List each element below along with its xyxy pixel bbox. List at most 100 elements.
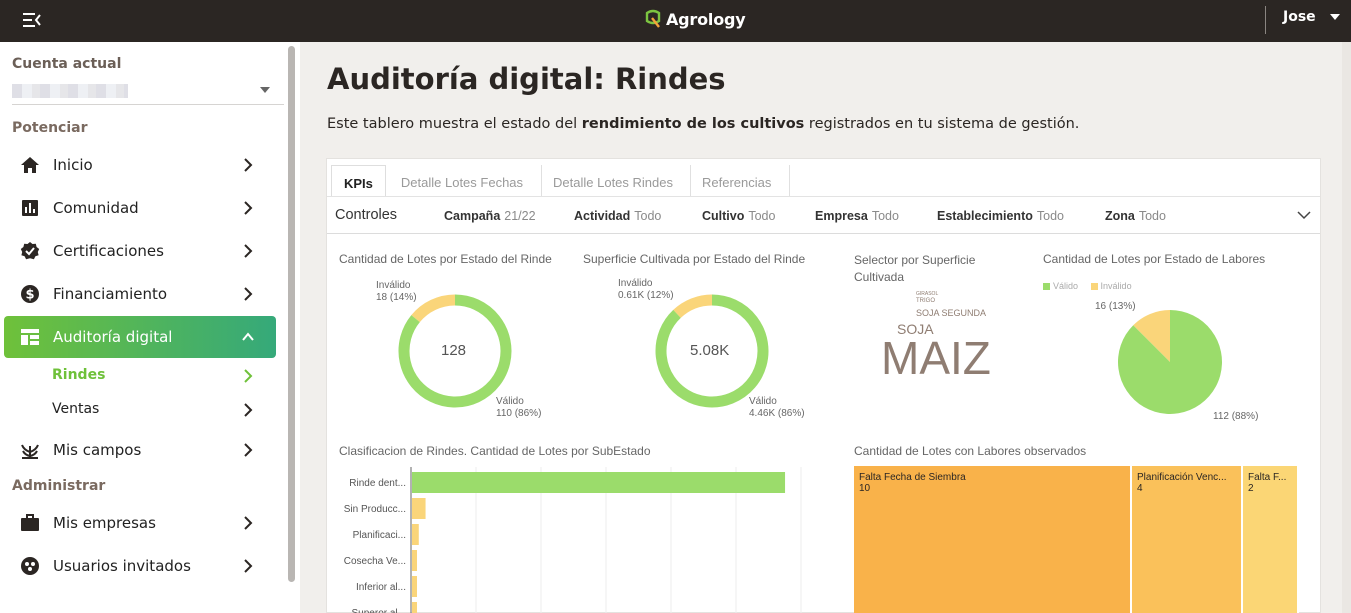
sidebar-item-certificaciones[interactable]: Certificaciones xyxy=(4,230,276,272)
label-name: Válido xyxy=(496,396,524,407)
sidebar-subitem-rindes[interactable]: Rindes xyxy=(4,360,276,392)
subtitle-text: registrados en tu sistema de gestión. xyxy=(804,116,1080,132)
slice-valid[interactable] xyxy=(1118,310,1222,414)
bar-chart-clasificacion-rindes[interactable]: Rinde dent... Sin Producc... Planificaci..… xyxy=(327,459,827,613)
donut-segments xyxy=(655,294,769,408)
page-title: Auditoría digital: Rindes xyxy=(327,62,726,96)
sidebar-item-usuarios-invitados[interactable]: Usuarios invitados xyxy=(4,545,276,587)
cell-category: Falta F... xyxy=(1248,472,1287,483)
account-dropdown-icon[interactable] xyxy=(260,87,270,93)
sidebar-item-label: Certificaciones xyxy=(53,242,164,260)
sidebar-item-auditoria-digital[interactable]: Auditoría digital xyxy=(4,316,276,358)
donut-chart-lotes-rinde[interactable] xyxy=(393,289,517,413)
app-logo[interactable]: Agrology xyxy=(644,7,746,31)
bar-category-label: Sin Producc... xyxy=(344,504,406,515)
slice-invalid[interactable] xyxy=(1133,310,1170,362)
filter-empresa[interactable]: Empresa Todo xyxy=(815,209,899,223)
bar[interactable] xyxy=(412,576,417,597)
cell-category: Planificación Venc... xyxy=(1137,472,1227,483)
cell-category: Falta Fecha de Siembra xyxy=(859,472,966,483)
bar[interactable] xyxy=(412,550,417,571)
briefcase-icon xyxy=(21,514,39,531)
sidebar-item-label: Mis empresas xyxy=(53,514,156,532)
filter-zona[interactable]: Zona Todo xyxy=(1105,209,1166,223)
account-label: Cuenta actual xyxy=(12,56,122,72)
cell-value: 10 xyxy=(859,483,871,494)
sidebar-item-comunidad[interactable]: Comunidad xyxy=(4,187,276,229)
tab-detalle-lotes-fechas[interactable]: Detalle Lotes Fechas xyxy=(386,165,543,197)
sidebar-subitem-ventas[interactable]: Ventas xyxy=(4,394,276,426)
bar-category-label: Inferior al... xyxy=(356,582,406,593)
filter-value: 21/22 xyxy=(504,209,536,223)
treemap-labores-observados[interactable]: Falta Fecha de Siembra 10 Planificación Ve… xyxy=(854,466,1299,613)
label-value: 0.61K (12%) xyxy=(618,290,674,301)
bar[interactable] xyxy=(412,498,426,519)
treemap-cell-label: Falta F... 2 xyxy=(1248,472,1286,494)
wordcloud-word-maiz[interactable]: MAIZ xyxy=(881,332,991,384)
tab-referencias[interactable]: Referencias xyxy=(691,165,791,197)
cell-value: 2 xyxy=(1248,483,1254,494)
donut-chart-superficie-rinde[interactable] xyxy=(650,289,774,413)
sidebar-scrollbar[interactable] xyxy=(288,46,295,582)
tab-detalle-lotes-rindes[interactable]: Detalle Lotes Rindes xyxy=(542,165,691,197)
wordcloud-word-soja[interactable]: SOJA xyxy=(897,321,934,337)
sidebar-item-inicio[interactable]: Inicio xyxy=(4,144,276,186)
topbar-divider xyxy=(1265,6,1266,34)
group-icon xyxy=(21,557,39,575)
divider xyxy=(12,104,284,105)
pie-chart-lotes-labores[interactable] xyxy=(1117,309,1227,419)
slice-valid[interactable] xyxy=(398,294,512,408)
chart-title: Clasificacion de Rindes. Cantidad de Lot… xyxy=(339,444,651,458)
treemap-cell[interactable]: Falta F... 2 xyxy=(1243,466,1299,613)
donut-label-valid: Válido 110 (86%) xyxy=(496,396,541,420)
slice-invalid[interactable] xyxy=(411,294,456,323)
label-value: 18 (14%) xyxy=(376,292,417,303)
filter-establecimiento[interactable]: Establecimiento Todo xyxy=(937,209,1064,223)
slice-valid[interactable] xyxy=(655,294,769,408)
account-selector-value[interactable] xyxy=(12,84,128,98)
chevron-right-icon xyxy=(244,201,253,215)
bar[interactable] xyxy=(412,524,419,545)
filter-name: Campaña xyxy=(444,209,501,223)
user-name: Jose xyxy=(1283,9,1316,25)
filter-actividad[interactable]: Actividad Todo xyxy=(574,209,661,223)
donut-label-valid: Válido 4.46K (86%) xyxy=(749,396,805,420)
caret-down-icon xyxy=(1329,14,1340,20)
sidebar-item-label: Usuarios invitados xyxy=(53,557,191,575)
treemap-cell[interactable]: Falta Fecha de Siembra 10 xyxy=(854,466,1132,613)
label-value: 110 (86%) xyxy=(496,408,542,419)
chart-title: Selector por Superficie Cultivada xyxy=(854,252,975,286)
treemap-cell-label: Falta Fecha de Siembra 10 xyxy=(859,472,966,494)
bar[interactable] xyxy=(412,602,417,613)
chevron-right-icon xyxy=(244,403,253,417)
sidebar-item-financiamiento[interactable]: $ Financiamiento xyxy=(4,273,276,315)
user-menu[interactable]: Jose xyxy=(1283,9,1340,25)
wordcloud-word-soja-segunda[interactable]: SOJA SEGUNDA xyxy=(916,308,987,318)
wordcloud-word-girasol[interactable]: GIRASOL xyxy=(916,291,939,297)
sidebar-item-mis-campos[interactable]: Mis campos xyxy=(4,429,276,471)
wordcloud-word-trigo[interactable]: TRIGO xyxy=(916,298,935,304)
filter-value: Todo xyxy=(748,209,776,223)
filter-campana[interactable]: Campaña 21/22 xyxy=(444,209,536,223)
sidebar-item-mis-empresas[interactable]: Mis empresas xyxy=(4,502,276,544)
menu-collapse-icon[interactable] xyxy=(22,10,42,30)
bar-category-label: Superor al... xyxy=(352,608,406,613)
filter-cultivo[interactable]: Cultivo Todo xyxy=(702,209,775,223)
sidebar-item-label: Financiamiento xyxy=(53,285,168,303)
chevron-right-icon xyxy=(244,443,253,457)
label-name: Inválido xyxy=(618,278,653,289)
treemap-cell[interactable]: Planificación Venc... 4 xyxy=(1132,466,1243,613)
label-value: 4.46K (86%) xyxy=(749,408,805,419)
slice-invalid[interactable] xyxy=(673,294,713,319)
tab-kpis[interactable]: KPIs xyxy=(331,165,386,197)
sidebar-item-label: Comunidad xyxy=(53,199,139,217)
bar[interactable] xyxy=(412,472,786,493)
filter-name: Actividad xyxy=(574,209,631,223)
filter-name: Empresa xyxy=(815,209,868,223)
section-label-potenciar: Potenciar xyxy=(12,120,88,136)
main-scrollbar-track[interactable] xyxy=(1342,42,1351,613)
sidebar-item-label: Inicio xyxy=(53,156,93,174)
donut-label-invalid: Inválido 0.61K (12%) xyxy=(618,278,674,302)
chevron-down-icon[interactable] xyxy=(1297,210,1311,220)
filter-name: Cultivo xyxy=(702,209,745,223)
